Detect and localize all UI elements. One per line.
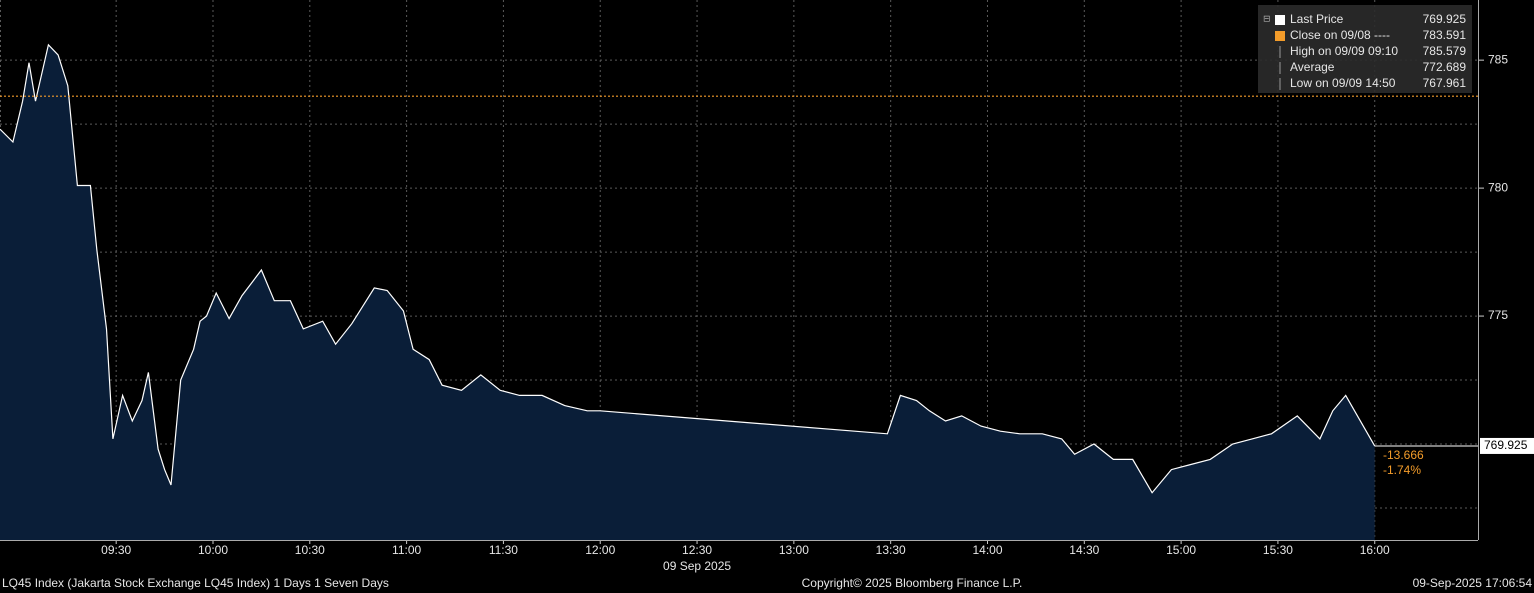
legend-swatch [1275, 15, 1285, 25]
x-tick-label: 14:00 [972, 543, 1002, 557]
x-tick-label: 13:30 [876, 543, 906, 557]
legend-collapse: ⊟ [1263, 13, 1271, 23]
x-tick-label: 16:00 [1360, 543, 1390, 557]
legend-value: 769.925 [1423, 12, 1467, 26]
legend-label: High on 09/09 09:10 [1290, 44, 1398, 58]
x-tick-label: 10:00 [198, 543, 228, 557]
change-label: -13.666 [1383, 448, 1424, 462]
last-price-box [1480, 437, 1534, 454]
legend-label: Average [1290, 60, 1335, 74]
x-tick-label: 12:00 [585, 543, 615, 557]
legend-label: Close on 09/08 ---- [1290, 28, 1390, 42]
x-tick-label: 11:00 [392, 543, 421, 557]
legend-value: 783.591 [1423, 28, 1467, 42]
legend-swatch [1275, 31, 1285, 41]
last-price-label: 769.925 [1484, 438, 1528, 452]
y-tick-label: 780 [1488, 180, 1508, 194]
legend-label: Low on 09/09 14:50 [1290, 76, 1396, 90]
copyright: Copyright© 2025 Bloomberg Finance L.P. [802, 576, 1023, 590]
x-tick-label: 12:30 [682, 543, 712, 557]
legend-box [1258, 5, 1472, 93]
y-tick-label: 775 [1488, 308, 1508, 322]
legend-value: 767.961 [1423, 76, 1467, 90]
x-tick-label: 10:30 [295, 543, 325, 557]
timestamp: 09-Sep-2025 17:06:54 [1413, 576, 1533, 590]
x-tick-label: 11:30 [489, 543, 518, 557]
chart-title: LQ45 Index (Jakarta Stock Exchange LQ45 … [2, 576, 389, 590]
legend-value: 772.689 [1423, 60, 1467, 74]
change-pct-label: -1.74% [1383, 463, 1421, 477]
line [0, 43, 1376, 494]
x-tick-label: 14:30 [1069, 543, 1099, 557]
x-tick-label: 09:30 [101, 543, 131, 557]
x-tick-label: 15:30 [1263, 543, 1293, 557]
x-tick-label: 13:00 [779, 543, 809, 557]
legend-label: Last Price [1290, 12, 1344, 26]
area [0, 44, 1375, 541]
x-tick-label: 15:00 [1166, 543, 1196, 557]
x-axis-label: 09 Sep 2025 [663, 559, 731, 573]
y-tick-label: 785 [1488, 52, 1508, 66]
legend-value: 785.579 [1423, 44, 1467, 58]
